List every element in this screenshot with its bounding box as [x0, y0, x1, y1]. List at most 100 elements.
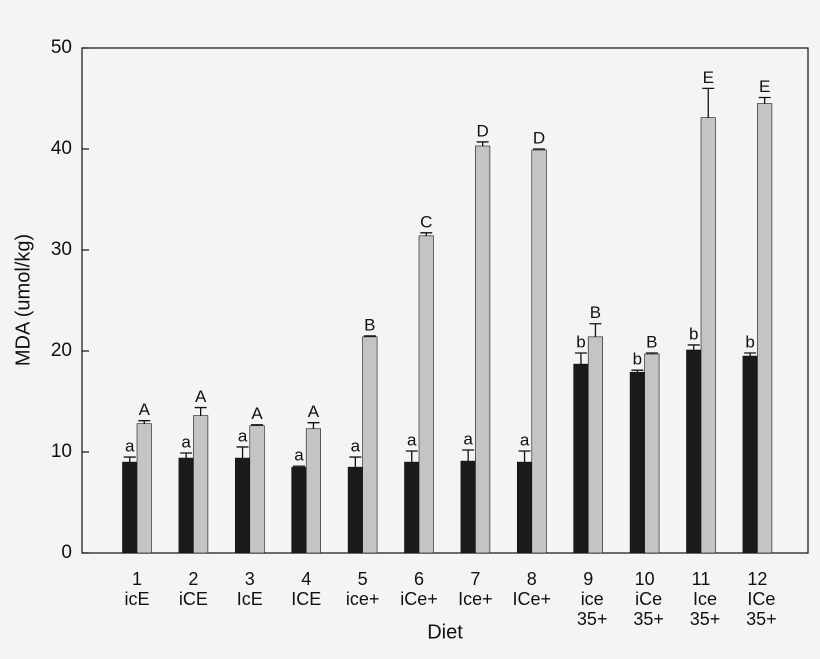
significance-letter: D	[477, 121, 489, 140]
y-tick-label: 40	[51, 138, 72, 159]
x-tick-label: 35+	[577, 609, 608, 629]
significance-letter: A	[195, 387, 207, 406]
bar	[516, 461, 533, 554]
significance-letter: a	[294, 446, 304, 465]
error-bar	[744, 352, 757, 357]
y-tick-label: 30	[51, 239, 72, 260]
error-bar	[138, 420, 151, 424]
x-tick-label: IcE	[237, 589, 263, 609]
x-tick-label: 35+	[690, 609, 721, 629]
error-bar	[420, 232, 433, 236]
error-bar	[589, 323, 602, 337]
bar	[404, 461, 420, 554]
significance-letter: A	[251, 404, 263, 423]
x-tick-label: ice	[581, 589, 604, 609]
x-tick-label: 10	[635, 569, 655, 589]
error-bar	[758, 96, 771, 104]
significance-letter: b	[689, 324, 698, 343]
significance-letter: A	[308, 402, 320, 421]
bar	[249, 425, 265, 554]
significance-letter: a	[238, 426, 248, 445]
bar	[362, 336, 378, 554]
error-bar	[702, 87, 715, 118]
error-bar	[307, 422, 320, 429]
bar	[757, 103, 773, 554]
bar	[122, 461, 138, 554]
x-tick-label: 7	[470, 569, 480, 589]
bar	[235, 457, 251, 554]
error-bar	[476, 141, 489, 146]
significance-letter: a	[463, 429, 473, 448]
x-tick-label: 35+	[746, 609, 777, 629]
significance-letter: B	[590, 303, 601, 322]
x-tick-label: 6	[414, 569, 424, 589]
bar	[460, 460, 476, 554]
bar	[686, 349, 702, 554]
error-bar	[236, 446, 249, 459]
error-bar	[533, 148, 546, 151]
bar	[418, 235, 434, 554]
bar	[291, 466, 307, 554]
x-tick-label: iCE	[179, 589, 208, 609]
error-bar	[180, 452, 193, 459]
significance-letter: a	[125, 437, 135, 456]
y-tick-label: 50	[51, 37, 72, 58]
bar	[644, 353, 660, 554]
x-tick-label: ICe+	[513, 589, 552, 609]
significance-letter: a	[407, 430, 417, 449]
x-tick-label: 1	[132, 569, 142, 589]
error-bar	[123, 456, 136, 463]
significance-letter: a	[520, 430, 530, 449]
bar	[629, 371, 645, 554]
error-bar	[363, 335, 376, 337]
significance-letter: E	[759, 77, 770, 96]
significance-letter: C	[420, 212, 432, 231]
error-bar	[645, 352, 658, 355]
y-axis-label: MDA (umol/kg)	[12, 234, 34, 366]
error-bar	[292, 465, 305, 468]
significance-letter: b	[745, 333, 754, 352]
bar	[347, 466, 363, 554]
error-bar	[405, 450, 418, 463]
x-tick-label: ICe	[747, 589, 775, 609]
bar	[178, 457, 194, 554]
bar	[700, 117, 716, 554]
significance-letter: a	[181, 432, 191, 451]
significance-letter: A	[139, 400, 151, 419]
bar	[136, 423, 152, 554]
bar	[193, 415, 209, 554]
x-tick-label: ice+	[346, 589, 380, 609]
x-tick-label: iCe	[635, 589, 662, 609]
error-bar	[518, 450, 531, 463]
x-tick-label: icE	[124, 589, 149, 609]
x-tick-label: 4	[301, 569, 311, 589]
error-bar	[194, 406, 207, 416]
x-tick-label: Ice	[693, 589, 717, 609]
x-tick-label: iCe+	[400, 589, 438, 609]
significance-letter: B	[646, 333, 657, 352]
significance-letter: b	[633, 350, 642, 369]
x-tick-label: 11	[692, 569, 711, 589]
y-tick-label: 20	[51, 340, 72, 361]
error-bar	[631, 369, 644, 373]
bar	[573, 363, 589, 554]
y-tick-label: 10	[51, 441, 72, 462]
error-bar	[462, 449, 475, 462]
x-tick-label: 5	[358, 569, 368, 589]
x-tick-label: Ice+	[458, 589, 493, 609]
error-bar	[574, 352, 587, 365]
significance-letter: E	[703, 68, 714, 87]
x-tick-label: 35+	[633, 609, 664, 629]
x-axis-label: Diet	[427, 621, 463, 643]
error-bar	[349, 456, 362, 468]
x-tick-label: 3	[245, 569, 255, 589]
bar	[587, 336, 604, 554]
x-tick-label: 2	[188, 569, 198, 589]
significance-letter: D	[533, 128, 545, 147]
significance-letter: a	[351, 437, 361, 456]
bar	[475, 145, 491, 554]
x-tick-label: ICE	[291, 589, 321, 609]
y-tick-label: 0	[61, 542, 72, 563]
bar	[531, 149, 547, 554]
